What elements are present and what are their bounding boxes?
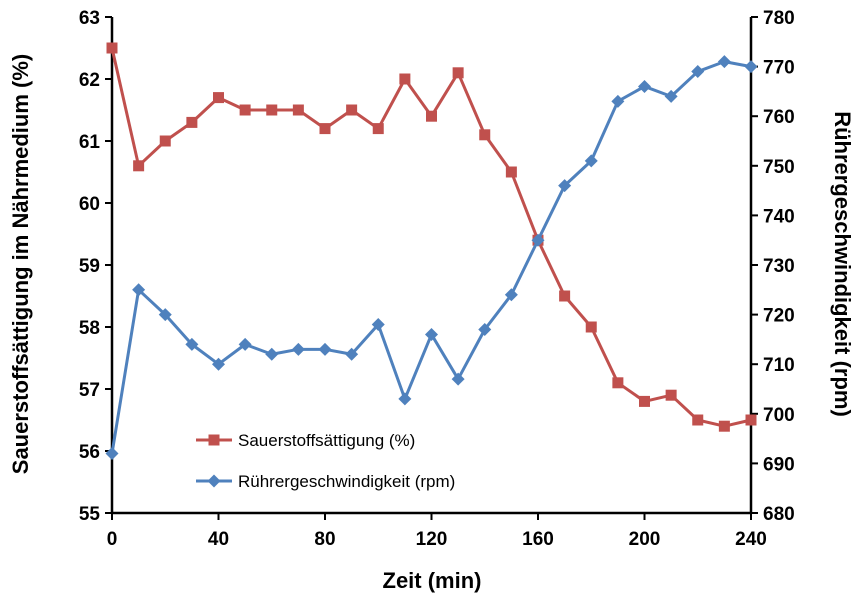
legend: Sauerstoffsättigung (%) Rührergeschwindig… (196, 431, 455, 491)
right-y-tick-label: 750 (763, 157, 795, 178)
data-point (664, 89, 678, 103)
x-axis-ticks: 0 40 80 120 160 200 240 (107, 513, 767, 550)
data-point (319, 123, 331, 135)
right-y-tick-label: 710 (763, 355, 795, 376)
data-point (266, 104, 278, 116)
data-point (158, 308, 172, 322)
right-y-tick-label: 770 (763, 58, 795, 79)
series-sauerstoffsaettigung (106, 42, 757, 432)
data-point (718, 420, 730, 432)
series-line (110, 47, 752, 428)
data-point (132, 283, 146, 297)
right-y-tick-label: 700 (763, 405, 795, 426)
left-y-tick-label: 55 (79, 504, 101, 525)
data-point (744, 60, 758, 74)
right-y-tick-label: 760 (763, 107, 795, 128)
right-y-tick-label: 720 (763, 306, 795, 327)
data-point (212, 357, 225, 371)
data-point (452, 67, 464, 79)
data-point (612, 377, 624, 389)
data-point (185, 337, 199, 351)
left-y-axis-ticks: 55 56 57 58 59 60 61 62 63 (79, 8, 112, 525)
right-y-tick-label: 780 (763, 8, 795, 29)
legend-label: Sauerstoffsättigung (%) (238, 431, 415, 450)
data-point (478, 322, 492, 336)
data-point (531, 233, 545, 247)
data-point (238, 337, 252, 351)
left-y-tick-label: 60 (79, 194, 100, 215)
data-point (451, 372, 465, 386)
data-point (559, 290, 571, 302)
left-y-tick-label: 61 (79, 132, 101, 153)
x-axis-title: Zeit (min) (383, 568, 482, 593)
data-point (639, 395, 650, 407)
x-tick-label: 240 (735, 529, 767, 550)
data-point (213, 92, 224, 104)
x-tick-label: 160 (522, 529, 554, 550)
data-point (239, 104, 251, 116)
legend-entry: Sauerstoffsättigung (%) (196, 431, 415, 450)
data-point (692, 414, 704, 426)
data-point (291, 342, 305, 356)
data-point (745, 414, 757, 426)
data-point (345, 347, 359, 361)
data-point (425, 327, 438, 341)
data-point (398, 392, 412, 406)
left-y-tick-label: 62 (79, 70, 100, 91)
right-y-tick-label: 680 (763, 504, 795, 525)
x-tick-label: 120 (416, 529, 448, 550)
x-tick-label: 0 (107, 529, 118, 550)
legend-entry: Rührergeschwindigkeit (rpm) (196, 472, 455, 491)
legend-marker (207, 474, 221, 488)
x-tick-label: 40 (208, 529, 229, 550)
data-point (292, 104, 304, 116)
left-y-tick-label: 57 (79, 380, 100, 401)
x-tick-label: 200 (629, 529, 661, 550)
data-point (318, 342, 332, 356)
data-point (665, 389, 677, 401)
data-point (691, 65, 705, 79)
data-point (399, 73, 411, 85)
right-y-tick-label: 730 (763, 256, 795, 277)
left-y-tick-label: 56 (79, 442, 100, 463)
data-point (133, 160, 145, 172)
data-point (372, 123, 384, 135)
series-ruehrergeschwindigkeit (105, 55, 758, 460)
right-y-tick-label: 690 (763, 454, 795, 475)
data-point (504, 288, 518, 302)
data-point (611, 94, 625, 108)
data-point (265, 347, 279, 361)
data-point (371, 318, 385, 332)
data-point (186, 116, 198, 128)
data-point (584, 154, 598, 168)
data-point (505, 166, 517, 178)
legend-marker (208, 434, 220, 446)
data-point (426, 110, 437, 122)
right-y-axis-title: Rührergeschwindigkeit (rpm) (830, 111, 855, 417)
left-y-tick-label: 59 (79, 256, 100, 277)
x-tick-label: 80 (314, 529, 335, 550)
data-point (585, 321, 597, 333)
data-point (159, 135, 171, 147)
data-point (638, 79, 651, 93)
data-point (558, 179, 572, 193)
data-point (346, 104, 358, 116)
left-y-tick-label: 58 (79, 318, 100, 339)
legend-label: Rührergeschwindigkeit (rpm) (238, 472, 455, 491)
left-y-tick-label: 63 (79, 8, 100, 29)
data-point (106, 42, 118, 54)
data-point (717, 55, 731, 69)
data-point (105, 446, 119, 460)
series-layer (105, 42, 758, 460)
right-y-axis-ticks: 680 690 700 710 720 730 740 750 760 770 780 (751, 8, 795, 525)
left-y-axis-title: Sauerstoffsättigung im Nährmedium (%) (8, 54, 33, 474)
right-y-tick-label: 740 (763, 206, 795, 227)
data-point (479, 129, 491, 141)
